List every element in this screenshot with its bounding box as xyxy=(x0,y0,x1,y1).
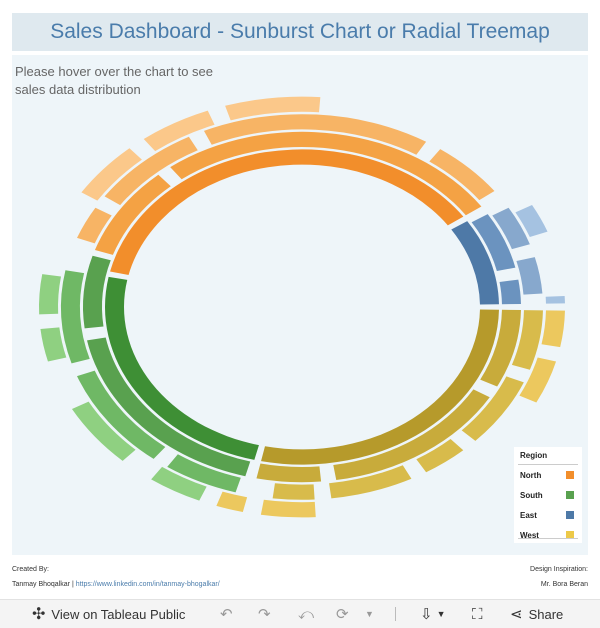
sunburst-segment[interactable] xyxy=(461,376,524,441)
legend-divider-bottom xyxy=(518,538,578,539)
sunburst-segment[interactable] xyxy=(416,438,464,473)
sunburst-segment[interactable] xyxy=(225,96,321,121)
sunburst-segment[interactable] xyxy=(60,270,90,364)
sunburst-segment[interactable] xyxy=(451,221,499,305)
legend-divider xyxy=(518,464,578,465)
sunburst-segment[interactable] xyxy=(104,276,259,460)
sunburst-segment[interactable] xyxy=(110,149,464,275)
legend-swatch xyxy=(566,511,574,519)
sunburst-segment[interactable] xyxy=(81,148,142,201)
sunburst-segment[interactable] xyxy=(82,255,111,329)
tableau-logo-icon: ✣ xyxy=(32,606,46,623)
sunburst-segment[interactable] xyxy=(260,499,316,518)
view-on-tableau-button[interactable]: ✣ View on Tableau Public xyxy=(32,600,185,628)
sunburst-segment[interactable] xyxy=(77,207,112,244)
legend-item-south[interactable]: South xyxy=(520,491,578,500)
sunburst-segment[interactable] xyxy=(87,337,251,477)
sunburst-segment[interactable] xyxy=(104,136,198,206)
undo-icon: ↶ xyxy=(220,606,233,623)
sunburst-segment[interactable] xyxy=(511,310,543,370)
share-icon: ⋖ xyxy=(510,606,523,623)
undo-button[interactable]: ↶ xyxy=(220,600,233,628)
sunburst-segment[interactable] xyxy=(39,274,62,315)
sunburst-segment[interactable] xyxy=(516,257,543,295)
sunburst-segment[interactable] xyxy=(94,174,171,255)
revert-button[interactable]: ⤺ xyxy=(298,600,314,628)
refresh-icon: ⟳ xyxy=(336,606,349,623)
legend-item-east[interactable]: East xyxy=(520,511,578,520)
sunburst-segment[interactable] xyxy=(492,207,530,250)
revert-icon: ⤺ xyxy=(298,605,315,623)
chart-area[interactable]: Please hover over the chart to see sales… xyxy=(12,55,588,555)
sunburst-segment[interactable] xyxy=(429,149,495,201)
legend-swatch xyxy=(566,491,574,499)
sunburst-segment[interactable] xyxy=(256,463,322,483)
share-label: Share xyxy=(528,606,564,622)
sunburst-segment[interactable] xyxy=(216,491,248,513)
sunburst-segment[interactable] xyxy=(545,295,565,304)
sunburst-segment[interactable] xyxy=(143,110,215,152)
sunburst-segment[interactable] xyxy=(329,465,412,499)
fullscreen-icon: ⛶ xyxy=(472,605,483,623)
legend-item-north[interactable]: North xyxy=(520,471,578,480)
dropdown-icon: ▼ xyxy=(436,609,446,619)
author-name: Tanmay Bhoqalkar xyxy=(12,581,70,588)
created-by-label: Created By: xyxy=(12,566,49,573)
refresh-dropdown[interactable]: ▼ xyxy=(365,600,374,628)
sunburst-segment[interactable] xyxy=(77,370,166,459)
sunburst-segment[interactable] xyxy=(170,131,482,216)
redo-icon: ↷ xyxy=(258,606,271,623)
legend-swatch xyxy=(566,471,574,479)
inspiration-label: Design Inspiration: xyxy=(530,566,588,573)
fullscreen-button[interactable]: ⛶ xyxy=(472,600,483,628)
sunburst-segment[interactable] xyxy=(71,401,136,461)
dropdown-icon: ▼ xyxy=(365,609,374,619)
sunburst-segment[interactable] xyxy=(272,483,315,500)
view-on-tableau-label: View on Tableau Public xyxy=(51,606,186,622)
sunburst-segment[interactable] xyxy=(471,214,516,272)
sunburst-segment[interactable] xyxy=(515,204,548,238)
sunburst-segment[interactable] xyxy=(151,466,207,501)
toolbar-separator xyxy=(395,607,396,621)
share-button[interactable]: ⋖ Share xyxy=(510,600,563,628)
author-link[interactable]: https://www.linkedin.com/in/tanmay-bhoga… xyxy=(75,581,220,588)
sunburst-segment[interactable] xyxy=(40,327,67,362)
download-button[interactable]: ⇩ ▼ xyxy=(420,600,446,628)
legend-swatch xyxy=(566,531,574,539)
dashboard-title: Sales Dashboard - Sunburst Chart or Radi… xyxy=(50,20,550,43)
tableau-toolbar: ✣ View on Tableau Public ↶ ↷ ⤺ ⟳ ▼ ⇩ ▼ ⛶… xyxy=(0,599,600,628)
download-icon: ⇩ xyxy=(420,606,433,623)
inspiration-name: Mr. Bora Beran xyxy=(540,581,588,588)
sunburst-segment[interactable] xyxy=(333,389,490,481)
sunburst-segment[interactable] xyxy=(480,309,521,387)
legend-title: Region xyxy=(520,451,548,460)
refresh-button[interactable]: ⟳ xyxy=(336,600,349,628)
sunburst-segment[interactable] xyxy=(261,309,499,465)
region-legend[interactable]: Region North South East West xyxy=(514,447,582,543)
legend-item-west[interactable]: West xyxy=(520,531,578,540)
title-bar: Sales Dashboard - Sunburst Chart or Radi… xyxy=(12,13,588,51)
sunburst-segment[interactable] xyxy=(203,114,427,155)
sunburst-segment[interactable] xyxy=(541,310,565,348)
hover-hint: Please hover over the chart to see sales… xyxy=(15,64,214,97)
sunburst-segment[interactable] xyxy=(519,357,557,403)
redo-button[interactable]: ↷ xyxy=(258,600,271,628)
sunburst-segment[interactable] xyxy=(167,454,241,493)
sunburst-chart[interactable] xyxy=(12,55,588,555)
sunburst-segment[interactable] xyxy=(499,279,521,305)
author-line: Tanmay Bhoqalkar | https://www.linkedin.… xyxy=(12,581,220,588)
